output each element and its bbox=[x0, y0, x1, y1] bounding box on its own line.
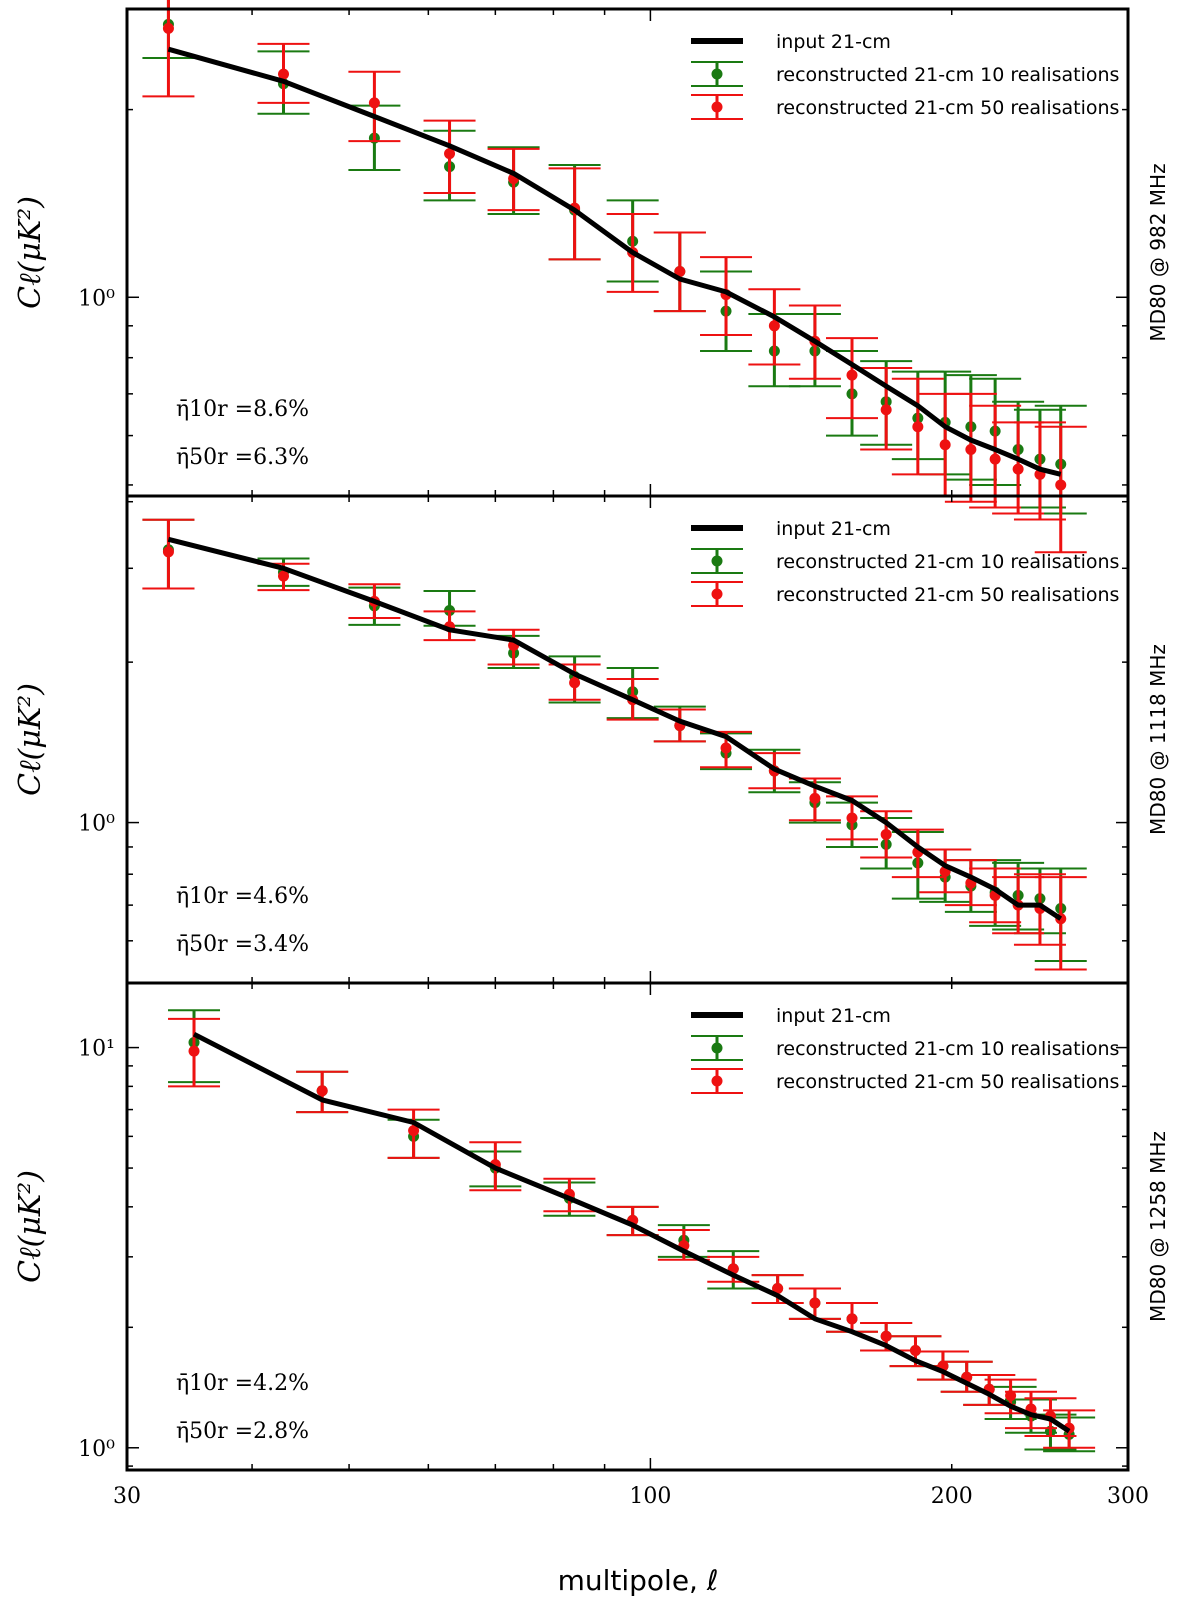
r50-11-point bbox=[846, 369, 858, 381]
r50-5-point bbox=[569, 677, 581, 689]
r50-1-point bbox=[316, 1085, 328, 1097]
y-tick-label: 10⁰ bbox=[78, 1437, 115, 1462]
legend-entry: input 21-cm bbox=[776, 1005, 891, 1027]
legend-entry: input 21-cm bbox=[776, 518, 891, 540]
r50-15-point bbox=[965, 443, 977, 455]
legend-entry: reconstructed 21-cm 50 realisations bbox=[776, 584, 1119, 606]
legend-r10-point bbox=[711, 68, 723, 80]
r50-9-point bbox=[809, 1297, 821, 1309]
legend-r50-point bbox=[711, 1075, 723, 1087]
r50-12-point bbox=[880, 828, 892, 840]
panel-frame bbox=[125, 981, 1130, 1472]
panel-2: 10⁰ Cℓ(μK²) MD80 @ 1118 MHz η̄10r =4.6% η̄50… bbox=[13, 494, 1170, 985]
r50-17-point bbox=[1012, 463, 1024, 475]
x-axis-label: multipole, ℓ bbox=[558, 1564, 719, 1597]
y-tick-label: 10⁰ bbox=[78, 812, 115, 837]
r50-0-point bbox=[188, 1045, 200, 1057]
r50-13-point bbox=[912, 421, 924, 433]
r50-0-point bbox=[162, 22, 174, 34]
legend-entry: reconstructed 21-cm 10 realisations bbox=[776, 551, 1119, 573]
legend-r10-point bbox=[711, 1042, 723, 1054]
r50-11-point bbox=[846, 812, 858, 824]
eta-50r-annotation: η̄50r =3.4% bbox=[176, 932, 309, 957]
legend: input 21-cm reconstructed 21-cm 10 realis… bbox=[691, 1005, 1119, 1094]
r50-10-point bbox=[846, 1313, 858, 1325]
frequency-label: MD80 @ 1258 MHz bbox=[1146, 1131, 1170, 1322]
eta-10r-annotation: η̄10r =4.2% bbox=[176, 1371, 309, 1396]
legend-entry: reconstructed 21-cm 50 realisations bbox=[776, 97, 1119, 119]
r50-16-point bbox=[1005, 1390, 1017, 1402]
legend-entry: reconstructed 21-cm 10 realisations bbox=[776, 1038, 1119, 1060]
x-tick-label: 30 bbox=[113, 1484, 141, 1509]
legend-r10-point bbox=[711, 555, 723, 567]
eta-50r-annotation: η̄50r =2.8% bbox=[176, 1419, 309, 1444]
input-21cm-line bbox=[167, 46, 1062, 477]
legend-r50-point bbox=[711, 101, 723, 113]
legend: input 21-cm reconstructed 21-cm 10 realis… bbox=[691, 31, 1119, 120]
r50-12-point bbox=[880, 404, 892, 416]
r50-8-point bbox=[720, 742, 732, 754]
y-axis-label: Cℓ(μK²) bbox=[13, 196, 48, 309]
legend-entry: input 21-cm bbox=[776, 31, 891, 53]
legend: input 21-cm reconstructed 21-cm 10 realis… bbox=[691, 518, 1119, 607]
y-tick-label: 10⁰ bbox=[78, 286, 115, 311]
r50-12-point bbox=[909, 1345, 921, 1357]
r50-8-point bbox=[772, 1283, 784, 1295]
r50-2-point bbox=[368, 97, 380, 109]
panel-3: 10⁰ 10¹ Cℓ(μK²) MD80 @ 1258 MHz η̄10r =4.2% η… bbox=[13, 981, 1170, 1472]
r50-10-point bbox=[809, 792, 821, 804]
r50-1-point bbox=[278, 570, 290, 582]
r50-1-point bbox=[278, 68, 290, 80]
r50-19-point bbox=[1055, 479, 1067, 491]
legend-entry: reconstructed 21-cm 50 realisations bbox=[776, 1071, 1119, 1093]
y-tick-label: 10¹ bbox=[78, 1037, 115, 1062]
eta-10r-annotation: η̄10r =8.6% bbox=[176, 397, 309, 422]
r50-11-point bbox=[880, 1330, 892, 1342]
input-21cm-line bbox=[167, 536, 1063, 921]
r50-7-point bbox=[674, 265, 686, 277]
frequency-label: MD80 @ 1118 MHz bbox=[1146, 644, 1170, 835]
r50-14-point bbox=[939, 439, 951, 451]
r50-16-point bbox=[989, 453, 1001, 465]
eta-10r-annotation: η̄10r =4.6% bbox=[176, 884, 309, 909]
r50-9-point bbox=[768, 320, 780, 332]
legend-entry: reconstructed 21-cm 10 realisations bbox=[776, 64, 1119, 86]
x-tick-label: 200 bbox=[931, 1484, 973, 1509]
x-tick-label: 300 bbox=[1107, 1484, 1149, 1509]
panels-root: 10⁰ Cℓ(μK²) MD80 @ 982 MHz η̄10r =8.6% η̄50r… bbox=[13, 0, 1170, 1509]
legend-r50-point bbox=[711, 588, 723, 600]
panel-1: 10⁰ Cℓ(μK²) MD80 @ 982 MHz η̄10r =8.6% η̄50r… bbox=[13, 0, 1170, 554]
input-21cm-line bbox=[192, 1031, 1071, 1434]
r50-0-point bbox=[162, 546, 174, 558]
r50-2-point bbox=[408, 1125, 420, 1137]
x-tick-label: 100 bbox=[629, 1484, 671, 1509]
r50-3-point bbox=[444, 148, 456, 160]
y-axis-label: Cℓ(μK²) bbox=[13, 1170, 48, 1283]
eta-50r-annotation: η̄50r =6.3% bbox=[176, 445, 309, 470]
frequency-label: MD80 @ 982 MHz bbox=[1146, 163, 1170, 341]
y-axis-label: Cℓ(μK²) bbox=[13, 683, 48, 796]
